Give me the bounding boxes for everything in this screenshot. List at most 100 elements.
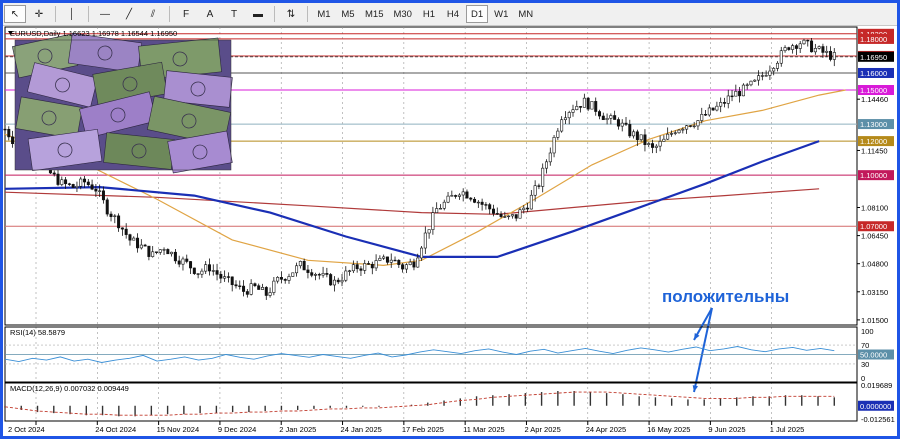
price-level-label: 1.13000 <box>860 120 887 129</box>
banknote-seal <box>55 77 70 93</box>
drawing-tools: ↖ ✛ │ — ╱ ⫽ F A T ▬ ⇅ <box>3 5 303 23</box>
arrows-icon[interactable]: ⇅ <box>286 8 296 20</box>
timeframe-w1[interactable]: W1 <box>494 8 509 20</box>
candle-body <box>83 178 87 183</box>
candle-body <box>571 109 575 113</box>
candle-body <box>552 137 556 154</box>
candle-body <box>685 125 689 130</box>
candle-body <box>382 256 386 259</box>
date-label: 2 Apr 2025 <box>524 425 560 434</box>
candle-body <box>105 199 109 215</box>
date-label: 2 Jan 2025 <box>279 425 316 434</box>
candle-body <box>738 91 742 97</box>
candle-body <box>647 143 651 145</box>
candle-body <box>598 111 602 117</box>
candle-body <box>454 195 458 197</box>
candle-body <box>514 214 518 219</box>
candle-body <box>260 287 264 290</box>
candle-body <box>94 188 98 192</box>
candle-body <box>291 272 295 277</box>
candle-body <box>374 260 378 269</box>
candle-body <box>567 112 571 119</box>
macd-zero-label-bg <box>858 400 894 411</box>
candle-body <box>226 276 230 278</box>
macd-tick-label: -0.012561 <box>861 415 895 424</box>
candle-body <box>764 75 768 77</box>
candle-body <box>393 259 397 262</box>
timeframe-mn[interactable]: MN <box>518 8 534 20</box>
candle-body <box>200 270 204 275</box>
candle-body <box>635 131 639 140</box>
cursor-icon[interactable]: ↖ <box>4 5 26 23</box>
price-tick-label: 1.08100 <box>861 204 888 213</box>
macd-signal-line <box>4 391 835 416</box>
timeframe-m30[interactable]: M30 <box>393 8 412 20</box>
candle-body <box>314 274 318 276</box>
candle-body <box>435 208 439 213</box>
price-level-label-bg <box>858 170 894 181</box>
candle-body <box>507 215 511 218</box>
timeframe-d1[interactable]: D1 <box>465 5 489 23</box>
candle-body <box>245 291 249 295</box>
candle-body <box>613 115 617 120</box>
banknote-seal <box>181 113 197 129</box>
candle-body <box>249 283 253 295</box>
candle-body <box>446 195 450 203</box>
candle-body <box>67 183 71 185</box>
ma-fast-line <box>4 89 846 267</box>
timeframe-m5[interactable]: M5 <box>341 8 355 20</box>
candle-body <box>495 213 499 215</box>
candle-body <box>363 263 367 271</box>
candle-body <box>722 102 726 104</box>
price-level-label: 1.18000 <box>860 35 887 44</box>
label-icon[interactable]: T <box>230 8 238 20</box>
money-photo <box>11 32 233 174</box>
candle-body <box>499 213 503 217</box>
timeframe-m15[interactable]: M15 <box>365 8 384 20</box>
candle-body <box>825 50 829 53</box>
candle-body <box>367 263 371 265</box>
candle-body <box>219 274 223 279</box>
candle-body <box>336 279 340 283</box>
timeframe-h1[interactable]: H1 <box>422 8 436 20</box>
candle-body <box>79 178 83 187</box>
candle-body <box>128 234 132 241</box>
candle-body <box>563 117 567 121</box>
timeframe-h4[interactable]: H4 <box>446 8 460 20</box>
candle-body <box>408 261 412 265</box>
candle-body <box>488 204 492 210</box>
candle-body <box>101 190 105 201</box>
price-tick-label: 1.04800 <box>861 260 888 269</box>
banknote-shape <box>146 95 232 147</box>
candle-body <box>351 264 355 272</box>
rectangle-icon[interactable]: ▬ <box>253 8 263 20</box>
candle-body <box>416 257 420 268</box>
trendline-icon[interactable]: ╱ <box>125 8 133 20</box>
candle-body <box>287 276 291 281</box>
candle-body <box>181 258 185 265</box>
date-label: 2 Oct 2024 <box>8 425 45 434</box>
channel-icon[interactable]: ⫽ <box>150 8 156 20</box>
banknote-seal <box>192 144 208 160</box>
annotation-arrow-macd <box>693 307 713 393</box>
candle-body <box>230 276 234 286</box>
candle-body <box>325 273 329 275</box>
banknote-seal <box>57 142 73 158</box>
photo-border <box>14 39 232 171</box>
crosshair-icon[interactable]: ✛ <box>34 8 44 20</box>
candle-body <box>473 198 477 203</box>
candle-body <box>730 95 734 98</box>
candle-body <box>601 115 605 121</box>
fibonacci-icon[interactable]: F <box>182 8 190 20</box>
candle-body <box>457 194 461 197</box>
text-icon[interactable]: A <box>206 8 214 20</box>
candle-body <box>420 247 424 259</box>
price-tick-label: 1.11450 <box>861 146 888 155</box>
vertical-line-icon[interactable]: │ <box>68 8 76 20</box>
candle-body <box>207 264 211 272</box>
timeframe-m1[interactable]: M1 <box>317 8 331 20</box>
annotation-text: положительны <box>662 287 789 306</box>
horizontal-line-icon[interactable]: — <box>100 8 110 20</box>
